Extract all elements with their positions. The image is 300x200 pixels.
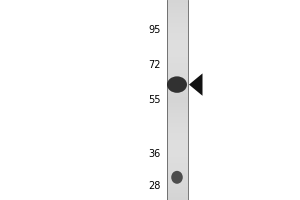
Text: 95: 95 bbox=[148, 25, 160, 35]
Bar bbox=[167, 0, 188, 3]
Bar bbox=[167, 187, 188, 190]
Bar bbox=[167, 83, 188, 87]
Bar bbox=[167, 100, 188, 103]
Bar bbox=[167, 157, 188, 160]
Bar bbox=[167, 63, 188, 67]
Bar bbox=[167, 143, 188, 147]
Bar bbox=[167, 37, 188, 40]
Bar bbox=[167, 87, 188, 90]
Bar bbox=[167, 163, 188, 167]
Bar bbox=[167, 180, 188, 183]
Bar bbox=[167, 30, 188, 33]
Bar bbox=[167, 17, 188, 20]
Bar bbox=[167, 130, 188, 133]
Bar bbox=[167, 47, 188, 50]
Bar bbox=[167, 140, 188, 143]
Bar bbox=[167, 170, 188, 173]
Bar bbox=[167, 177, 188, 180]
Text: 55: 55 bbox=[148, 95, 161, 105]
Bar bbox=[167, 110, 188, 113]
Bar bbox=[167, 97, 188, 100]
Bar bbox=[167, 183, 188, 187]
Bar bbox=[167, 7, 188, 10]
Bar bbox=[167, 133, 188, 137]
Bar bbox=[167, 57, 188, 60]
Bar bbox=[167, 60, 188, 63]
Bar bbox=[167, 127, 188, 130]
Bar bbox=[167, 13, 188, 17]
Bar bbox=[167, 147, 188, 150]
Bar bbox=[167, 197, 188, 200]
Bar bbox=[167, 33, 188, 37]
Bar bbox=[167, 113, 188, 117]
Bar bbox=[167, 80, 188, 83]
Bar bbox=[167, 3, 188, 7]
Bar bbox=[167, 53, 188, 57]
Bar bbox=[167, 173, 188, 177]
Bar bbox=[167, 20, 188, 23]
Text: 72: 72 bbox=[148, 60, 161, 70]
Bar bbox=[167, 160, 188, 163]
Text: 36: 36 bbox=[148, 149, 160, 159]
Polygon shape bbox=[189, 73, 202, 96]
Bar bbox=[167, 67, 188, 70]
Bar bbox=[167, 43, 188, 47]
Bar bbox=[167, 50, 188, 53]
Bar bbox=[167, 73, 188, 77]
Bar bbox=[167, 120, 188, 123]
Bar bbox=[167, 70, 188, 73]
Bar bbox=[167, 167, 188, 170]
Bar bbox=[167, 137, 188, 140]
Bar bbox=[167, 193, 188, 197]
Bar bbox=[167, 10, 188, 13]
Bar bbox=[167, 27, 188, 30]
Text: 28: 28 bbox=[148, 181, 160, 191]
Bar bbox=[167, 103, 188, 107]
Ellipse shape bbox=[171, 171, 183, 184]
Bar bbox=[167, 117, 188, 120]
Bar bbox=[167, 107, 188, 110]
Bar bbox=[167, 153, 188, 157]
Bar bbox=[167, 150, 188, 153]
Bar bbox=[167, 90, 188, 93]
Bar bbox=[167, 77, 188, 80]
Bar bbox=[167, 40, 188, 43]
Bar bbox=[167, 190, 188, 193]
Ellipse shape bbox=[167, 76, 187, 93]
Bar bbox=[167, 93, 188, 97]
Bar bbox=[167, 23, 188, 27]
Bar bbox=[167, 123, 188, 127]
